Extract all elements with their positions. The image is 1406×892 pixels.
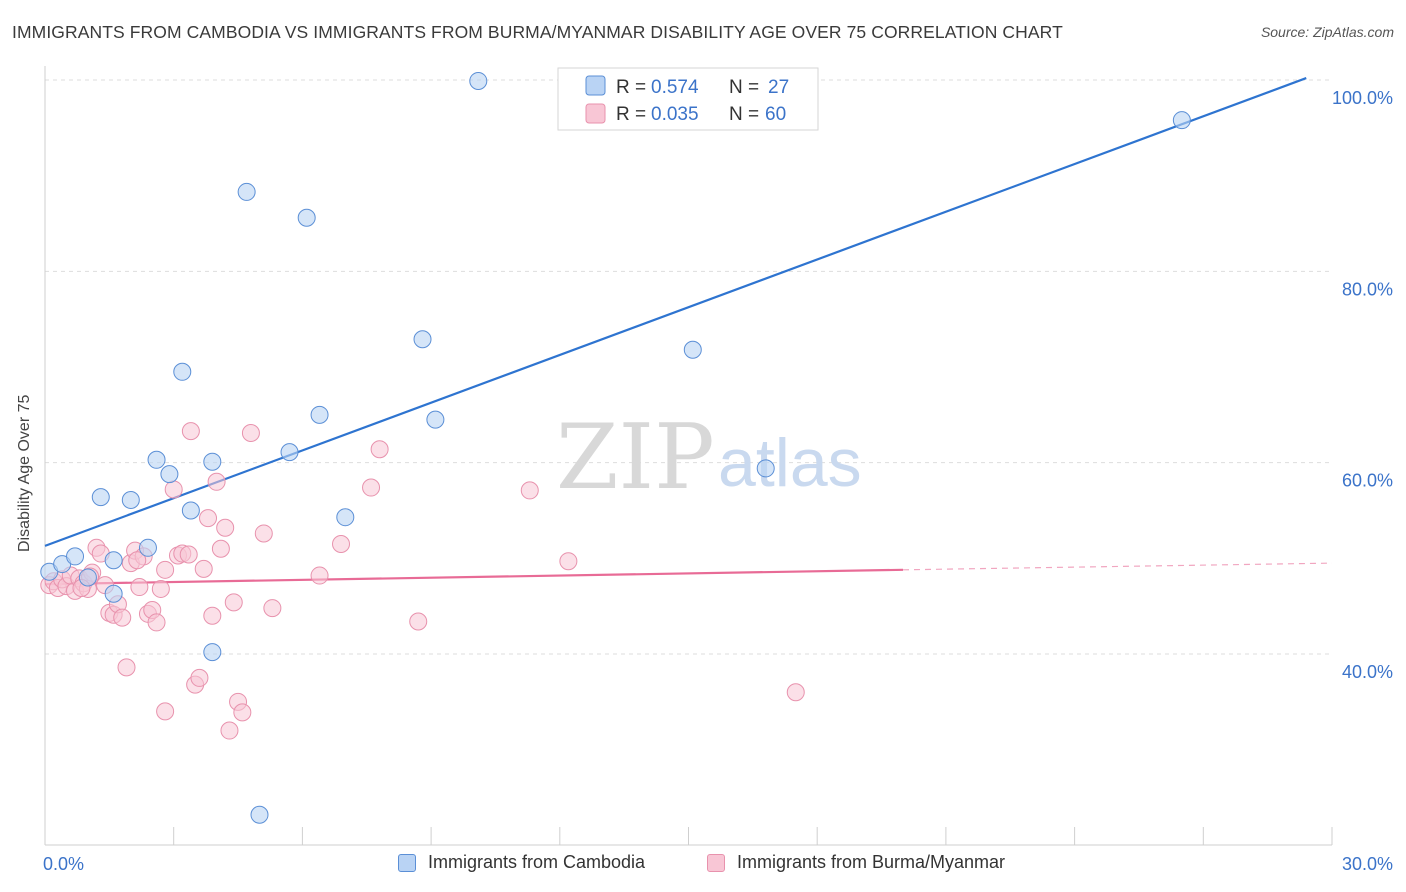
- watermark-atlas: atlas: [718, 425, 862, 501]
- series-legend-item-burma: Immigrants from Burma/Myanmar: [707, 852, 1005, 873]
- burma-point: [151, 579, 170, 598]
- legend-n-label-burma: N =: [729, 104, 759, 125]
- legend-r-label-cambodia: R =: [616, 77, 646, 98]
- burma-point: [207, 472, 226, 491]
- chart-title: IMMIGRANTS FROM CAMBODIA VS IMMIGRANTS F…: [12, 22, 1063, 42]
- burma-point: [164, 480, 183, 499]
- gridlines: [45, 79, 1332, 655]
- cambodia-point: [147, 450, 166, 469]
- cambodia-point: [91, 488, 110, 507]
- series-label-cambodia: Immigrants from Cambodia: [428, 852, 646, 872]
- cambodia-point: [310, 405, 329, 424]
- burma-point: [520, 481, 539, 500]
- cambodia-point: [203, 643, 222, 662]
- burma-point: [220, 721, 239, 740]
- cambodia-point: [683, 340, 702, 359]
- burma-point: [113, 608, 132, 627]
- series-swatch-burma: [707, 853, 725, 872]
- series-swatch-cambodia: [398, 853, 416, 872]
- cambodia-point: [250, 805, 269, 824]
- burma-point: [190, 668, 209, 687]
- legend-r-value-cambodia: 0.574: [651, 77, 699, 98]
- x-tick-label: 0.0%: [43, 854, 84, 874]
- burma-point: [211, 539, 230, 558]
- burma-point: [179, 545, 198, 564]
- cambodia-point: [469, 71, 488, 90]
- trend-lines: [44, 77, 1333, 586]
- y-tick-label: 60.0%: [1342, 471, 1393, 491]
- cambodia-point: [237, 182, 256, 201]
- burma-point: [216, 518, 235, 537]
- cambodia-point: [173, 362, 192, 381]
- cambodia-point: [181, 501, 200, 520]
- burma-point: [224, 593, 243, 612]
- series-legend-item-cambodia: Immigrants from Cambodia: [398, 852, 645, 873]
- y-tick-label: 40.0%: [1342, 662, 1393, 682]
- burma-point: [263, 599, 282, 618]
- axes: [44, 66, 1333, 846]
- burma-point: [786, 683, 805, 702]
- burma-point: [559, 552, 578, 571]
- burma-trend-extension: [902, 562, 1333, 571]
- legend-n-value-cambodia: 27: [768, 77, 789, 98]
- burma-point: [156, 702, 175, 721]
- burma-point: [409, 612, 428, 631]
- cambodia-point: [756, 459, 775, 478]
- cambodia-point: [104, 584, 123, 603]
- burma-point: [156, 560, 175, 579]
- burma-point: [130, 578, 149, 597]
- series-legend: Immigrants from Cambodia Immigrants from…: [0, 852, 1406, 878]
- legend-swatch-burma: [585, 103, 606, 124]
- cambodia-point: [413, 330, 432, 349]
- watermark-zip: ZIP: [556, 405, 715, 510]
- burma-point: [362, 478, 381, 497]
- cambodia-trend-line: [44, 77, 1307, 547]
- cambodia-point: [1172, 111, 1191, 130]
- series-label-burma: Immigrants from Burma/Myanmar: [737, 852, 1006, 872]
- cambodia-point: [66, 547, 85, 566]
- burma-point: [181, 422, 200, 441]
- burma-point: [310, 566, 329, 585]
- burma-points: [40, 422, 805, 740]
- cambodia-point: [426, 410, 445, 429]
- tick-labels: 40.0% 60.0% 80.0% 100.0% 0.0% 30.0%: [43, 88, 1393, 874]
- y-tick-label: 100.0%: [1332, 88, 1393, 108]
- legend-swatch-cambodia: [585, 75, 606, 96]
- legend-r-value-burma: 0.035: [651, 104, 699, 125]
- source-credit: Source: ZipAtlas.com: [1260, 24, 1394, 40]
- cambodia-point: [280, 443, 299, 462]
- correlation-legend: R = 0.574 N = 27 R = 0.035 N = 60: [557, 67, 819, 131]
- cambodia-point: [297, 208, 316, 227]
- watermark: ZIP atlas: [556, 405, 862, 510]
- y-tick-label: 80.0%: [1342, 279, 1393, 299]
- legend-n-label-cambodia: N =: [729, 77, 759, 98]
- burma-point: [254, 524, 273, 543]
- legend-r-label-burma: R =: [616, 104, 646, 125]
- cambodia-point: [104, 551, 123, 570]
- legend-n-value-burma: 60: [765, 104, 786, 125]
- burma-point: [233, 703, 252, 722]
- burma-point: [199, 509, 218, 528]
- cambodia-points: [40, 71, 1191, 824]
- cambodia-point: [203, 452, 222, 471]
- cambodia-point: [160, 465, 179, 484]
- burma-point: [241, 424, 260, 443]
- burma-point: [147, 613, 166, 632]
- burma-point: [194, 559, 213, 578]
- burma-point: [203, 606, 222, 625]
- x-tick-label: 30.0%: [1342, 854, 1393, 874]
- cambodia-point: [121, 490, 140, 509]
- burma-point: [128, 551, 147, 570]
- cambodia-point: [336, 508, 355, 527]
- burma-point: [370, 440, 389, 459]
- burma-point: [117, 658, 136, 677]
- cambodia-point: [138, 538, 157, 557]
- burma-trend-line: [44, 568, 904, 586]
- cambodia-point: [78, 568, 97, 587]
- burma-point: [332, 534, 351, 553]
